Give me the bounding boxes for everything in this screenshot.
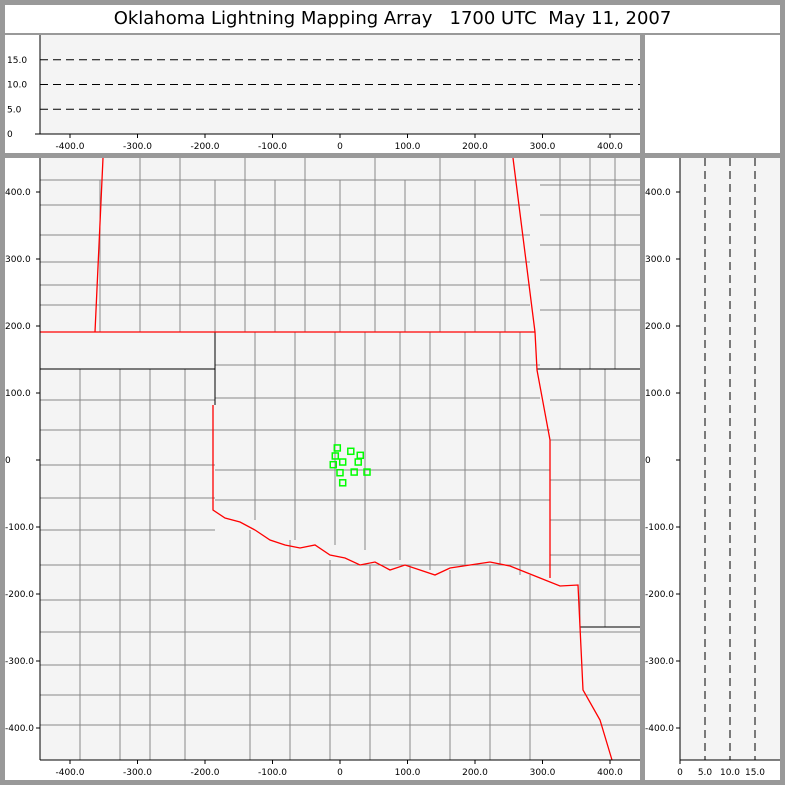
y-tick-label: -300.0: [5, 657, 34, 667]
altitude-ns-plot[interactable]: 400.0 300.0 200.0 100.0 0 -100.0 -200.0 -300.0 -…: [645, 158, 780, 780]
plan-view-map[interactable]: -400.0 -300.0 -200.0 -100.0 0 100.0 200.0 300.0…: [5, 157, 640, 780]
x-tick-label: 10.0: [720, 768, 740, 778]
y-tick-label: 0: [7, 130, 13, 140]
y-tick-label: 200.0: [645, 322, 671, 332]
lightning-source-marker: [350, 468, 358, 476]
y-tick-label: -400.0: [5, 724, 34, 734]
x-tick-label: 100.0: [395, 768, 421, 778]
y-tick-label: 0: [645, 456, 651, 466]
y-tick-label: -400.0: [645, 724, 674, 734]
lightning-source-marker: [347, 447, 355, 456]
lightning-source-marker: [333, 444, 342, 452]
lightning-source-marker: [338, 458, 347, 466]
state-borders-red: [40, 157, 613, 761]
map-boundaries: [40, 157, 640, 761]
x-tick-label: 0: [337, 142, 343, 152]
x-tick-label: 300.0: [530, 142, 556, 152]
x-tick-label: -300.0: [123, 142, 152, 152]
y-tick-label: -300.0: [645, 657, 674, 667]
plan-view-panel: -400.0 -300.0 -200.0 -100.0 0 100.0 200.0 300.0…: [5, 157, 640, 780]
x-tick-label: 400.0: [597, 768, 623, 778]
x-tick-label: 200.0: [462, 768, 488, 778]
lightning-source-marker: [329, 460, 337, 469]
y-tick-label: 100.0: [645, 389, 671, 399]
altitude-ns-panel: 400.0 300.0 200.0 100.0 0 -100.0 -200.0 -300.0 -…: [645, 158, 780, 780]
title-date: May 11, 2007: [548, 8, 672, 29]
title-time: 1700 UTC: [449, 8, 537, 29]
x-tick-label: -200.0: [190, 768, 219, 778]
y-tick-label: 400.0: [5, 188, 31, 198]
x-tick-label: 5.0: [698, 768, 713, 778]
y-tick-label: 15.0: [7, 56, 27, 66]
y-tick-label: 100.0: [5, 389, 31, 399]
title-name: Oklahoma Lightning Mapping Array: [113, 8, 433, 29]
y-tick-label: -100.0: [645, 523, 674, 533]
lightning-source-marker: [331, 452, 340, 460]
ew-altitude-plot[interactable]: 0 5.0 10.0 15.0 -400.0 -300.0 -200.0 -100.0 0 100…: [5, 35, 640, 153]
ew-altitude-panel: 0 5.0 10.0 15.0 -400.0 -300.0 -200.0 -100.0 0 100…: [5, 35, 640, 153]
lightning-source-marker: [338, 479, 347, 487]
y-tick-label: -200.0: [645, 590, 674, 600]
title-bar: Oklahoma Lightning Mapping Array 1700 UT…: [5, 5, 780, 33]
y-tick-label: 400.0: [645, 188, 671, 198]
lightning-source-marker: [336, 468, 344, 477]
x-tick-label: 15.0: [745, 768, 765, 778]
x-tick-label: -400.0: [55, 768, 84, 778]
x-tick-label: 300.0: [530, 768, 556, 778]
corner-panel: [645, 35, 780, 153]
lightning-source-marker: [363, 468, 371, 476]
county-borders: [40, 158, 640, 760]
x-tick-label: 0: [677, 768, 683, 778]
y-tick-label: 300.0: [645, 255, 671, 265]
y-tick-label: 0: [5, 456, 11, 466]
x-tick-label: -100.0: [258, 142, 287, 152]
x-tick-label: 0: [337, 768, 343, 778]
x-tick-label: 400.0: [597, 142, 623, 152]
x-tick-label: -300.0: [123, 768, 152, 778]
x-tick-label: 100.0: [395, 142, 421, 152]
x-tick-label: -200.0: [190, 142, 219, 152]
y-tick-label: 300.0: [5, 255, 31, 265]
x-tick-label: -400.0: [55, 142, 84, 152]
y-tick-label: -100.0: [5, 523, 34, 533]
lightning-source-marker: [354, 458, 362, 466]
y-tick-label: 200.0: [5, 322, 31, 332]
y-tick-label: -200.0: [5, 590, 34, 600]
state-borders-black: [40, 332, 640, 628]
x-tick-label: 200.0: [462, 142, 488, 152]
y-tick-label: 5.0: [7, 105, 22, 115]
x-tick-label: -100.0: [258, 768, 287, 778]
y-tick-label: 10.0: [7, 81, 27, 91]
